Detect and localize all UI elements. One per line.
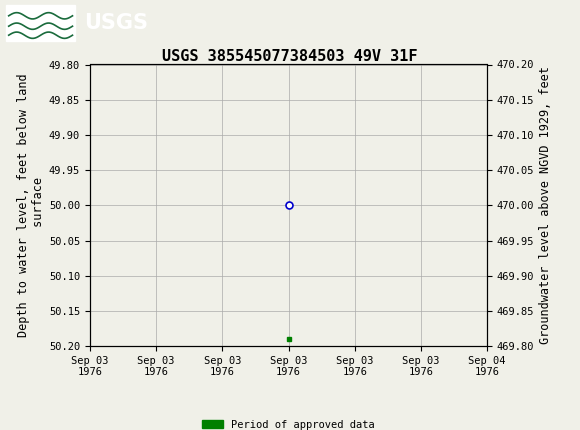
Bar — [6, 4, 75, 41]
Legend: Period of approved data: Period of approved data — [198, 415, 379, 430]
Text: USGS 385545077384503 49V 31F: USGS 385545077384503 49V 31F — [162, 49, 418, 64]
Y-axis label: Groundwater level above NGVD 1929, feet: Groundwater level above NGVD 1929, feet — [539, 66, 552, 344]
Y-axis label: Depth to water level, feet below land
 surface: Depth to water level, feet below land su… — [17, 74, 45, 337]
Text: USGS: USGS — [84, 12, 148, 33]
